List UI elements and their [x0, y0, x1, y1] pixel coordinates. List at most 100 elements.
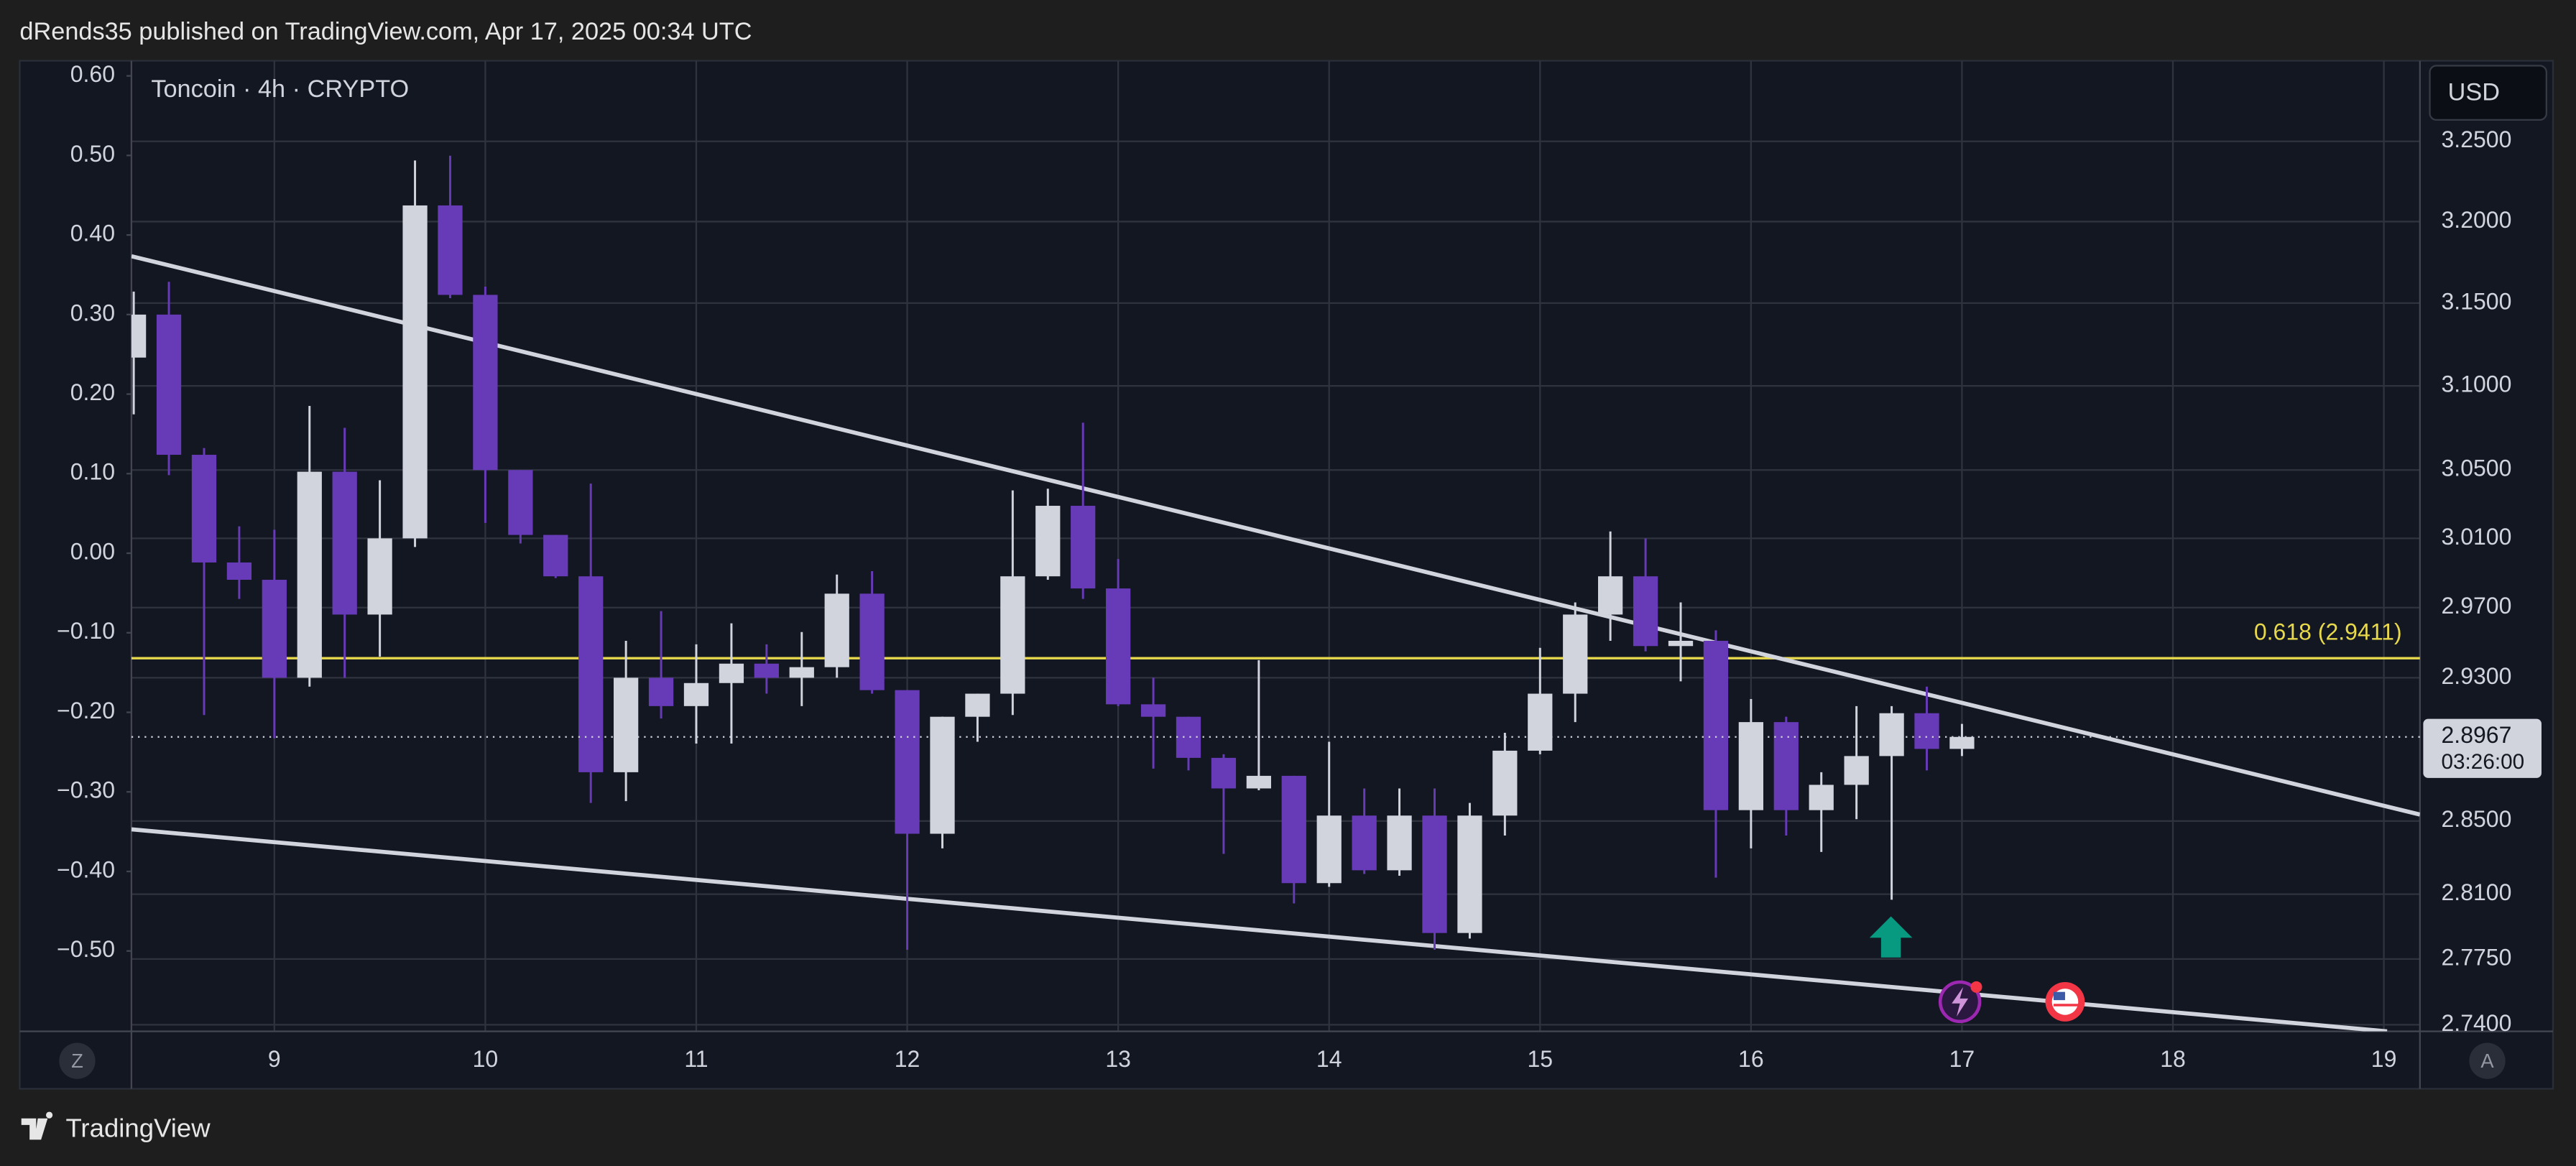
x-tick-label: 17: [1949, 1046, 1975, 1072]
y2-tick-label: 0.00: [70, 538, 115, 564]
candle-body: [1352, 815, 1377, 871]
y2-tick-label: 0.50: [70, 141, 115, 167]
x-tick-label: 19: [2371, 1046, 2397, 1072]
x-tick-label: 15: [1527, 1046, 1553, 1072]
event-dot: [1970, 981, 1982, 993]
symbol-title: Toncoin · 4h · CRYPTO: [151, 75, 409, 103]
brand-logo: [21, 1111, 53, 1140]
candle-body: [367, 538, 392, 615]
candle-body: [1949, 736, 1975, 749]
y2-tick-label: 0.40: [70, 221, 115, 246]
candle-body: [1633, 576, 1658, 647]
candle-body: [824, 593, 849, 667]
candle-body: [789, 667, 814, 678]
candle-body: [1281, 775, 1306, 884]
countdown-label: 03:26:00: [2442, 750, 2525, 774]
candle-body: [614, 677, 639, 772]
grid: [131, 60, 2420, 1032]
candle-body: [1703, 640, 1729, 810]
lower-trendline[interactable]: [131, 827, 2388, 1032]
currency-button[interactable]: [2429, 65, 2547, 121]
last-price-background: [2423, 718, 2542, 778]
y2-tick-label: −0.50: [57, 936, 115, 962]
candle-body: [332, 471, 357, 615]
y-tick-label: 2.8500: [2442, 806, 2512, 832]
x-tick-label: 13: [1105, 1046, 1131, 1072]
x-tick-label: 11: [684, 1046, 708, 1072]
y-tick-label: 3.0100: [2442, 524, 2512, 550]
candle-body: [1492, 750, 1518, 816]
zoom-label[interactable]: Z: [71, 1050, 83, 1072]
signal-arrow: [1869, 916, 1913, 958]
candle-body: [1668, 640, 1694, 647]
y-tick-label: 3.0500: [2442, 455, 2512, 481]
upper-trendline[interactable]: [131, 254, 2420, 817]
brand-name: TradingView: [65, 1113, 211, 1142]
y-tick-label: 2.9300: [2442, 663, 2512, 689]
y-tick-label: 3.2000: [2442, 207, 2512, 233]
candle-body: [683, 683, 709, 706]
y2-tick-label: 0.20: [70, 379, 115, 405]
candle-body: [402, 205, 428, 539]
candle-body: [895, 690, 920, 834]
candle-body: [930, 716, 955, 834]
auto-label[interactable]: A: [2480, 1050, 2494, 1072]
candle-body: [1457, 815, 1482, 933]
publish-header: dRends35 published on TradingView.com, A…: [19, 18, 752, 45]
y-tick-label: 2.8100: [2442, 879, 2512, 905]
candle-body: [859, 593, 885, 690]
candle-body: [1563, 614, 1588, 694]
x-tick-label: 12: [895, 1046, 920, 1072]
candles: [131, 155, 1975, 950]
auto-button[interactable]: [2469, 1042, 2506, 1079]
candle-body: [473, 295, 498, 471]
last-price-label: 2.8967: [2442, 722, 2512, 748]
trendlines: [131, 254, 2420, 1032]
candle-body: [1879, 713, 1904, 756]
x-tick-label: 9: [268, 1046, 281, 1072]
candle-body: [262, 580, 287, 678]
y2-tick-label: 0.60: [70, 61, 115, 87]
candle-body: [1246, 775, 1271, 789]
y2-tick-label: −0.20: [57, 698, 115, 723]
candle-body: [1071, 506, 1096, 589]
fib-group: 0.618 (2.9411): [131, 619, 2420, 660]
candle-body: [1844, 756, 1869, 785]
y2-tick-label: 0.30: [70, 300, 115, 325]
y2-tick-label: 0.10: [70, 459, 115, 485]
candle-body: [1035, 506, 1061, 577]
zoom-button[interactable]: [59, 1042, 96, 1079]
candle-body: [754, 663, 779, 678]
candle-body: [1598, 576, 1623, 615]
candle-body: [1316, 815, 1342, 884]
candle-body: [1211, 757, 1237, 789]
y-tick-label: 2.7750: [2442, 944, 2512, 970]
candle-body: [297, 471, 322, 678]
candle-body: [1738, 722, 1763, 810]
x-tick-label: 10: [473, 1046, 499, 1072]
candle-body: [508, 470, 533, 535]
y-tick-label: 2.7400: [2442, 1010, 2512, 1036]
candle-body: [1387, 815, 1412, 871]
candle-body: [1528, 693, 1553, 751]
x-tick-label: 16: [1738, 1046, 1764, 1072]
fib-label: 0.618 (2.9411): [2254, 619, 2402, 644]
y-tick-label: 3.2500: [2442, 126, 2512, 152]
y2-tick-label: −0.10: [57, 618, 115, 644]
y-tick-label: 2.9700: [2442, 593, 2512, 619]
y-tick-label: 3.1000: [2442, 371, 2512, 397]
candle-body: [965, 693, 990, 717]
candle-body: [438, 205, 463, 295]
candle-body: [1809, 785, 1834, 810]
candle-body: [131, 314, 147, 358]
candle-body: [719, 663, 744, 683]
candle-body: [226, 562, 252, 580]
candle-body: [648, 677, 674, 706]
candle-body: [1914, 713, 1939, 749]
y2-tick-label: −0.40: [57, 856, 115, 882]
candle-body: [1106, 588, 1131, 705]
y2-tick-label: −0.30: [57, 777, 115, 803]
currency-label[interactable]: USD: [2448, 78, 2500, 106]
candle-body: [1773, 722, 1799, 810]
